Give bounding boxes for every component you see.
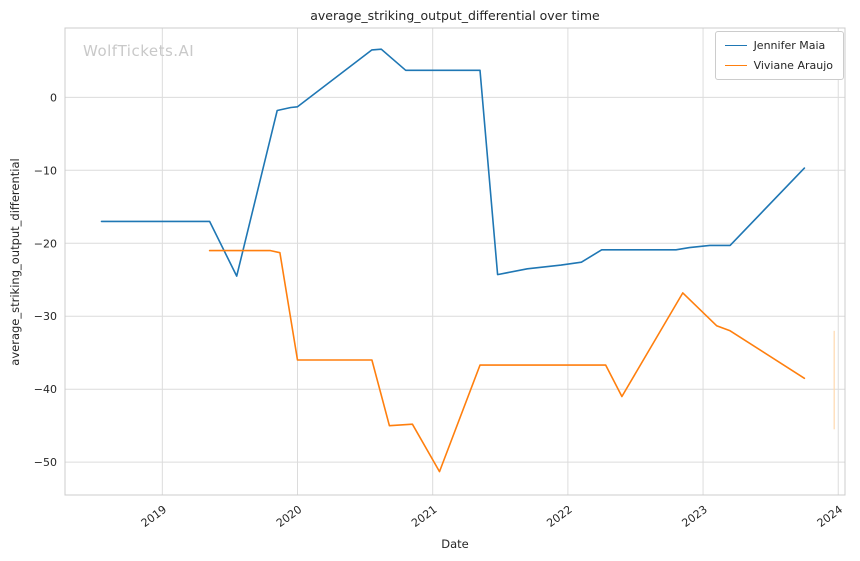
y-tick-label: −30 (34, 310, 57, 323)
x-tick-label: 2021 (409, 503, 439, 530)
legend-label: Viviane Araujo (753, 59, 833, 72)
y-tick-label: −10 (34, 164, 57, 177)
x-tick-label: 2024 (815, 503, 845, 530)
legend-line-swatch (724, 45, 747, 46)
plot-frame (64, 27, 846, 496)
x-axis-label: Date (441, 537, 469, 551)
y-tick-label: −40 (34, 383, 57, 396)
series-line (208, 249, 806, 473)
x-tick-label: 2022 (544, 503, 574, 530)
y-tick-label: 0 (50, 91, 57, 104)
legend-line-swatch (724, 65, 747, 66)
x-tick-label: 2019 (139, 503, 169, 530)
legend: Jennifer Maia Viviane Araujo (714, 31, 844, 80)
watermark: WolfTickets.AI (83, 42, 195, 60)
y-tick-label: −50 (34, 456, 57, 469)
series-line (100, 48, 806, 277)
x-tick-label: 2023 (680, 503, 710, 530)
x-tick-label: 2020 (274, 503, 304, 530)
y-axis-label: average_striking_output_differential (8, 158, 22, 366)
legend-item: Viviane Araujo (724, 59, 833, 72)
y-tick-label: −20 (34, 237, 57, 250)
chart-title: average_striking_output_differential ove… (310, 8, 600, 23)
legend-label: Jennifer Maia (753, 39, 826, 52)
legend-item: Jennifer Maia (724, 39, 833, 52)
